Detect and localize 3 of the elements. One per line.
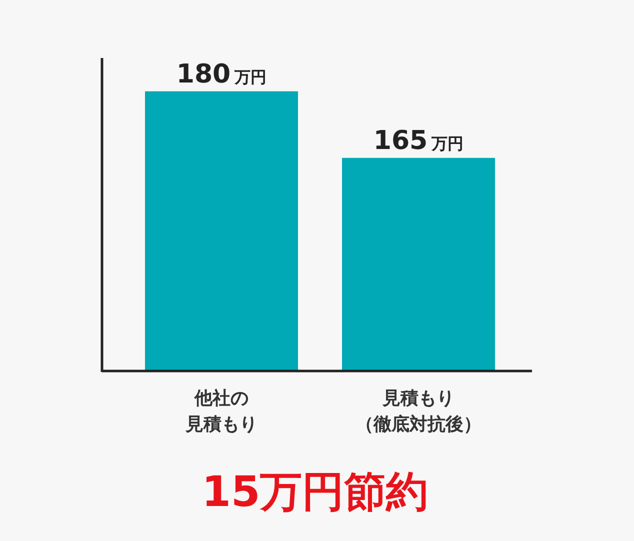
x-tick-label: 見積もり（徹底対抗後） (356, 388, 482, 435)
text: 15万円節約 (202, 467, 428, 516)
x-tick-label: 他社の見積もり (184, 388, 258, 435)
